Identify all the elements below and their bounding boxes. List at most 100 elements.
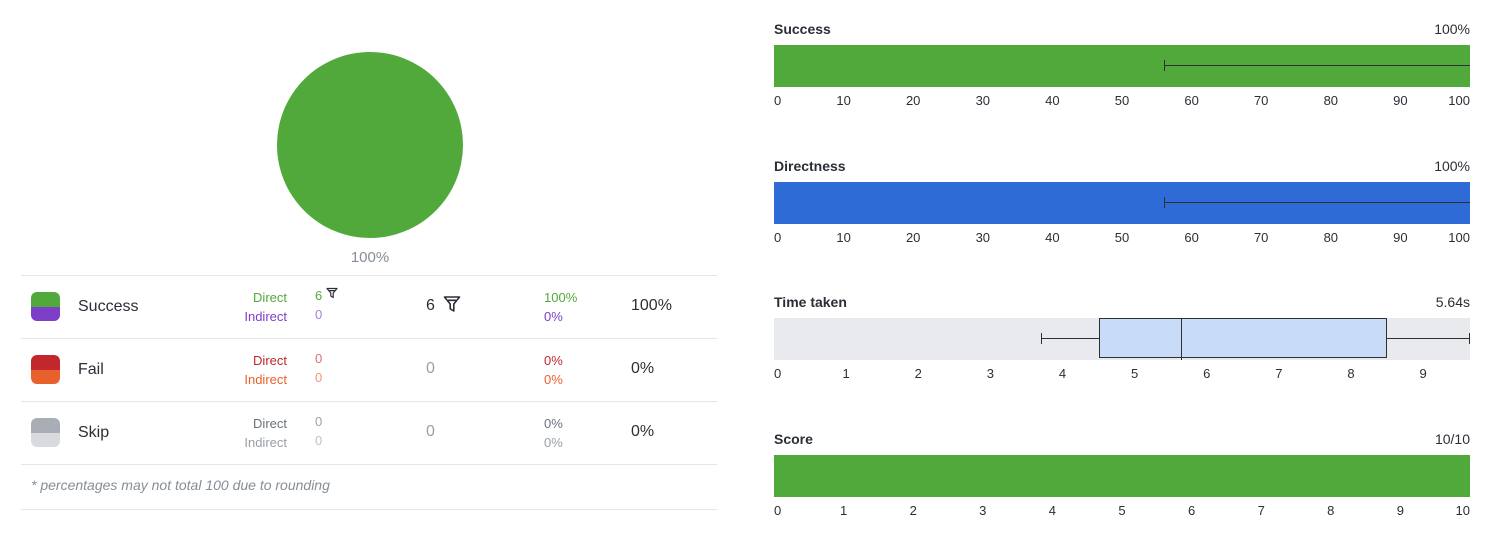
filter-icon[interactable] — [443, 295, 461, 313]
indirect-count: 0 — [315, 433, 323, 448]
tick-label: 10 — [836, 230, 851, 245]
tick-label: 80 — [1323, 93, 1339, 108]
confidence-interval-cap — [1163, 197, 1165, 208]
directness-bar-track — [774, 182, 1470, 224]
table-row-success: Success Direct Indirect 6 0 6 100% 0% 10… — [21, 275, 717, 338]
indirect-percent: 0% — [544, 435, 563, 450]
indirect-label: Indirect — [244, 309, 287, 324]
tick-label: 40 — [1045, 93, 1060, 108]
total-percent: 0% — [631, 360, 655, 377]
total-count: 0 — [426, 360, 435, 377]
fail-swatch — [31, 355, 60, 384]
pie-percent-label: 100% — [350, 249, 390, 266]
tick-label: 6 — [1187, 503, 1196, 518]
metric-title: Success — [774, 21, 831, 37]
tick-label: 3 — [979, 503, 987, 518]
metric-value: 100% — [1434, 158, 1470, 174]
metric-value: 5.64s — [1435, 294, 1470, 310]
success-bar-track — [774, 45, 1470, 87]
indirect-count[interactable]: 0 — [315, 307, 323, 322]
success-bar[interactable] — [774, 45, 1470, 87]
tick-label: 50 — [1114, 93, 1130, 108]
table-row-skip: Skip Direct Indirect 0 0 0 0% 0% 0% — [21, 401, 717, 464]
score-bar-track — [774, 455, 1470, 497]
tick-label: 4 — [1048, 503, 1057, 518]
tick-label: 30 — [975, 230, 991, 245]
pie-slice-success[interactable] — [277, 52, 463, 238]
tick-label: 7 — [1275, 366, 1283, 381]
results-table: Success Direct Indirect 6 0 6 100% 0% 10… — [21, 275, 717, 510]
direct-label: Direct — [253, 353, 287, 368]
direct-count: 0 — [315, 414, 323, 429]
rounding-footnote: * percentages may not total 100 due to r… — [31, 477, 330, 493]
tick-label: 1 — [842, 366, 850, 381]
indirect-count: 0 — [315, 370, 323, 385]
median-line — [1180, 318, 1182, 360]
tick-label: 1 — [839, 503, 848, 518]
tick-label: 90 — [1393, 230, 1408, 245]
tick-label: 40 — [1045, 230, 1060, 245]
tick-label: 90 — [1393, 93, 1408, 108]
tick-label: 5 — [1130, 366, 1139, 381]
tick-label: 7 — [1257, 503, 1265, 518]
x-axis-ticks: 0 1 2 3 4 5 6 7 8 9 — [774, 366, 1470, 382]
total-percent: 0% — [631, 423, 655, 440]
tick-label: 0 — [774, 366, 782, 381]
tick-label: 10 — [836, 93, 851, 108]
metric-title: Directness — [774, 158, 846, 174]
tick-label: 80 — [1323, 230, 1339, 245]
total-count[interactable]: 6 — [426, 297, 435, 314]
tick-label: 0 — [774, 503, 782, 518]
direct-count: 0 — [315, 351, 323, 366]
tick-label: 8 — [1327, 503, 1335, 518]
time-taken-metric: Time taken 5.64s 0 1 2 3 4 5 6 7 8 9 — [774, 294, 1470, 394]
tick-label: 100 — [1448, 93, 1470, 108]
tick-label: 10 — [1455, 503, 1470, 518]
tick-label: 3 — [986, 366, 994, 381]
tick-label: 9 — [1419, 366, 1427, 381]
tick-label: 70 — [1253, 93, 1269, 108]
row-label: Success — [78, 298, 139, 315]
skip-swatch — [31, 418, 60, 447]
tick-label: 2 — [914, 366, 922, 381]
tick-label: 8 — [1347, 366, 1355, 381]
direct-count[interactable]: 6 — [315, 288, 323, 303]
interquartile-box[interactable] — [1098, 318, 1388, 358]
tick-label: 6 — [1203, 366, 1211, 381]
tick-label: 30 — [975, 93, 991, 108]
indirect-percent: 0% — [544, 372, 563, 387]
tick-label: 2 — [909, 503, 917, 518]
time-taken-track — [774, 318, 1470, 360]
indirect-label: Indirect — [244, 435, 287, 450]
metric-value: 10/10 — [1434, 431, 1470, 447]
filter-icon[interactable] — [326, 287, 338, 299]
score-bar[interactable] — [774, 455, 1470, 497]
tick-label: 50 — [1114, 230, 1130, 245]
directness-bar[interactable] — [774, 182, 1470, 224]
x-axis-ticks: 0 10 20 30 40 50 60 70 80 90 100 — [774, 230, 1470, 246]
success-metric: Success 100% 0 10 20 30 40 50 60 70 80 90 100 — [774, 21, 1470, 121]
indirect-percent: 0% — [544, 309, 563, 324]
total-percent: 100% — [631, 297, 672, 314]
tick-label: 0 — [774, 230, 782, 245]
footnote-row: * percentages may not total 100 due to r… — [21, 464, 717, 510]
indirect-label: Indirect — [244, 372, 287, 387]
direct-percent: 100% — [544, 290, 578, 305]
total-count: 0 — [426, 423, 435, 440]
confidence-interval — [1163, 202, 1470, 203]
score-metric: Score 10/10 0 1 2 3 4 5 6 7 8 9 10 — [774, 431, 1470, 531]
confidence-interval — [1163, 65, 1470, 66]
metric-title: Time taken — [774, 294, 847, 310]
tick-label: 4 — [1058, 366, 1067, 381]
tick-label: 60 — [1184, 93, 1199, 108]
tick-label: 20 — [905, 230, 921, 245]
row-label: Fail — [78, 361, 104, 378]
whisker-cap-high — [1469, 333, 1470, 344]
tick-label: 0 — [774, 93, 782, 108]
whisker-low — [1040, 338, 1099, 339]
tick-label: 60 — [1184, 230, 1199, 245]
tick-label: 20 — [905, 93, 921, 108]
whisker-cap-low — [1040, 333, 1042, 344]
tick-label: 70 — [1253, 230, 1269, 245]
table-row-fail: Fail Direct Indirect 0 0 0 0% 0% 0% — [21, 338, 717, 401]
